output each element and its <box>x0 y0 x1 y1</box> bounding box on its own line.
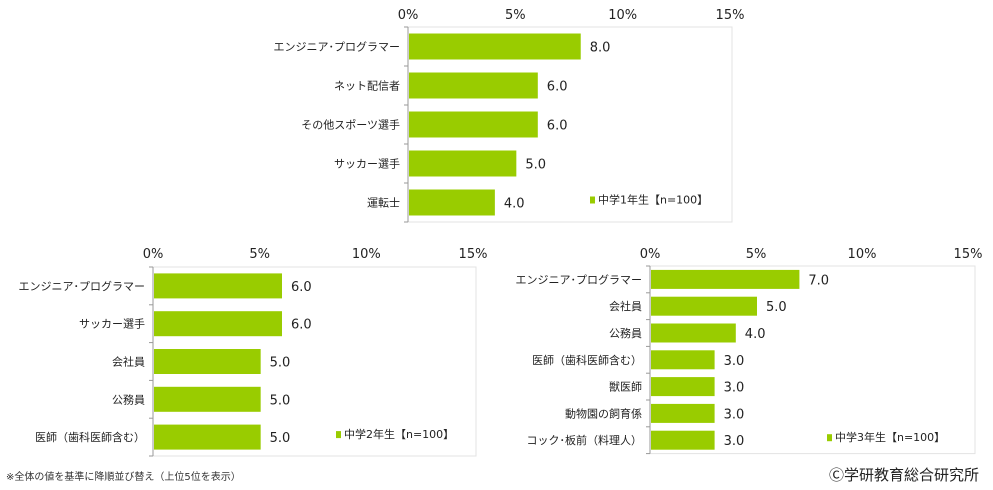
bar <box>154 386 261 412</box>
value-label: 3.0 <box>724 381 745 396</box>
category-label: 医師（歯科医師含む） <box>532 353 642 367</box>
bar <box>651 350 715 370</box>
legend-label: 中学1年生【n=100】 <box>598 193 708 207</box>
bar <box>154 349 261 374</box>
bar <box>154 311 282 337</box>
bar <box>651 269 800 289</box>
x-tick-label: 15% <box>716 8 745 23</box>
category-label: サッカー選手 <box>79 317 145 331</box>
category-label: サッカー選手 <box>334 157 400 171</box>
category-label: コック･板前（料理人） <box>527 433 643 447</box>
value-label: 3.0 <box>724 407 745 422</box>
category-label: 獣医師 <box>609 380 642 394</box>
value-label: 5.0 <box>270 356 291 371</box>
category-label: エンジニア･プログラマー <box>274 40 401 54</box>
category-label: エンジニア･プログラマー <box>516 272 643 286</box>
value-label: 6.0 <box>547 119 568 134</box>
bar <box>409 72 538 99</box>
value-label: 6.0 <box>291 318 312 333</box>
bar <box>409 150 517 177</box>
legend-swatch <box>827 434 832 442</box>
x-tick-label: 10% <box>352 247 381 262</box>
bar <box>651 323 736 343</box>
bar <box>651 430 715 450</box>
value-label: 5.0 <box>270 431 291 446</box>
bar <box>651 403 715 423</box>
bar <box>409 189 495 216</box>
x-tick-label: 15% <box>954 247 983 262</box>
x-tick-label: 10% <box>608 8 637 23</box>
value-label: 6.0 <box>547 80 568 95</box>
category-label: 会社員 <box>609 299 642 313</box>
footnote: ※全体の値を基準に降順並び替え（上位5位を表示） <box>6 472 241 483</box>
bar <box>651 377 715 397</box>
value-label: 7.0 <box>808 273 829 288</box>
legend-swatch <box>590 196 595 204</box>
copyright: Ⓒ学研教育総合研究所 <box>828 466 979 484</box>
category-label: エンジニア･プログラマー <box>19 279 146 293</box>
x-tick-label: 0% <box>398 8 419 23</box>
bar <box>409 111 538 138</box>
x-tick-label: 15% <box>459 247 488 262</box>
category-label: 動物園の飼育係 <box>565 406 642 420</box>
category-label: 会社員 <box>112 355 145 369</box>
bar <box>154 273 282 299</box>
value-label: 8.0 <box>590 41 611 56</box>
value-label: 4.0 <box>745 327 766 342</box>
bar <box>651 296 757 316</box>
category-label: 公務員 <box>112 392 145 406</box>
category-label: 公務員 <box>609 326 642 340</box>
x-tick-label: 0% <box>640 247 661 262</box>
category-label: その他スポーツ選手 <box>301 118 400 132</box>
value-label: 5.0 <box>766 300 787 315</box>
value-label: 3.0 <box>724 354 745 369</box>
x-tick-label: 5% <box>505 8 526 23</box>
category-label: ネット配信者 <box>334 80 400 93</box>
bar <box>154 424 261 450</box>
value-label: 4.0 <box>504 197 525 212</box>
bar <box>409 33 581 60</box>
value-label: 5.0 <box>270 393 291 408</box>
x-tick-label: 5% <box>746 247 767 262</box>
category-label: 運転士 <box>367 197 400 210</box>
x-tick-label: 0% <box>143 247 164 262</box>
legend-label: 中学2年生【n=100】 <box>344 427 454 441</box>
x-tick-label: 10% <box>848 247 877 262</box>
legend-label: 中学3年生【n=100】 <box>835 430 945 444</box>
value-label: 6.0 <box>291 280 312 295</box>
category-label: 医師（歯科医師含む） <box>35 430 145 444</box>
value-label: 3.0 <box>724 434 745 449</box>
legend-swatch <box>336 431 341 439</box>
value-label: 5.0 <box>525 158 546 173</box>
x-tick-label: 5% <box>249 247 270 262</box>
